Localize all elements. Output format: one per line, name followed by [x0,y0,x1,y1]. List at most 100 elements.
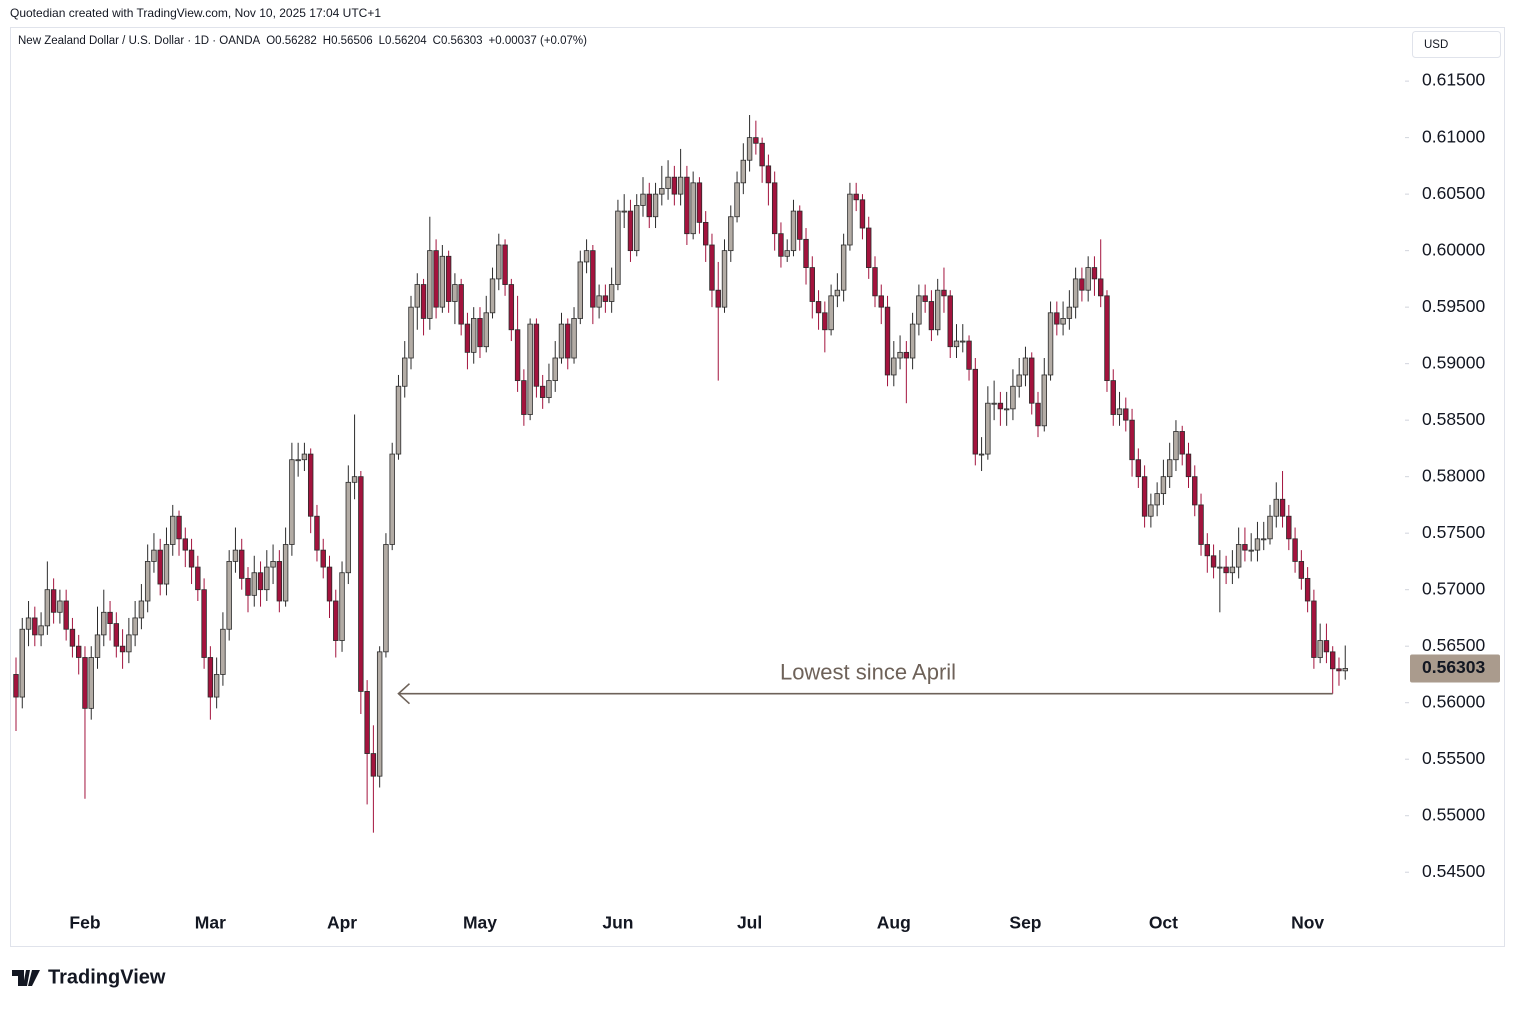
brand-logo: TradingView [12,966,166,988]
candle-body [433,250,439,308]
candle-body [326,566,333,602]
candle-body [815,301,822,314]
candle-body [264,566,270,591]
candle-body [1279,498,1286,517]
logo-icon [12,970,40,986]
candle-body [63,600,69,630]
candle-body [922,295,928,302]
x-tick-label: Mar [195,913,226,933]
candle-body [1016,374,1022,387]
x-tick-label: Jun [602,913,633,933]
candle-body [88,657,94,709]
candle-body [1261,538,1267,541]
last-price-tag [1410,654,1500,683]
candle-body [1003,408,1010,411]
candle-body [439,255,446,308]
low-value: 0.56204 [385,35,427,47]
candle-body [909,323,916,359]
candle-body [358,476,364,692]
candle-body [420,284,427,319]
y-tick-label: 0.58500 [1422,409,1486,429]
candle-body [1123,408,1129,421]
candle-body [565,323,571,359]
candle-body [1217,566,1223,569]
candle-body [985,402,991,455]
candle-body [195,566,201,591]
candle-body [608,284,615,302]
candle-body [157,549,163,585]
candle-body [928,301,935,331]
candle-body [508,284,515,331]
candle-body [1286,515,1292,540]
candle-body [1267,515,1273,540]
candle-body [1110,380,1116,415]
candle-body [76,645,82,658]
y-tick-label: 0.59000 [1422,352,1486,372]
candle-body [32,617,38,636]
currency-button[interactable] [1412,31,1501,58]
candle-body [176,515,182,540]
candle-body [119,645,126,653]
candle-body [301,453,308,461]
y-tick-label: 0.55000 [1422,804,1486,824]
candle-body [408,306,414,359]
candle-body [1085,267,1091,291]
candle-body [144,561,151,602]
candle-body [571,318,577,359]
candle-body [1054,312,1060,325]
candle-body [822,312,828,331]
candle-body [746,137,753,161]
candle-body [445,255,452,302]
candle-body [828,295,834,331]
candle-body [627,210,634,252]
candle-body [333,600,339,641]
candle-body [809,267,815,302]
candle-body [797,210,803,240]
candle-body [853,193,859,201]
candle-body [997,402,1004,410]
candle-body [1330,651,1336,670]
candle-body [533,323,540,387]
candle-body [941,289,947,297]
candle-body [1166,459,1173,478]
candle-body [539,385,546,398]
chart-frame [10,27,1505,947]
candle-body [1229,566,1236,574]
candle-body [1254,538,1261,551]
candle-body [590,250,596,308]
y-tick-label: 0.54500 [1422,861,1486,881]
candle-body [872,267,878,297]
x-tick-label: Nov [1291,913,1324,933]
candle-body [684,176,690,235]
candle-body [527,323,533,415]
candle-body [903,351,910,359]
candle-body [721,250,728,308]
candle-body [1223,566,1229,574]
candle-body [771,182,778,235]
candle-body [558,323,565,359]
change: +0.00037 (+0.07%) [489,35,588,47]
candle-body [602,295,609,302]
candle-body [1204,544,1210,557]
candle-body [1104,295,1110,382]
candle-body [376,651,383,777]
candle-body [50,589,57,613]
candle-body [1066,306,1073,319]
candle-body [13,674,19,698]
y-tick-label: 0.60500 [1422,183,1486,203]
symbol-header: New Zealand Dollar / U.S. Dollar · 1D · … [18,35,587,47]
candle-body [126,634,132,653]
candle-body [577,261,583,319]
candle-body [94,634,101,658]
candle-body [25,617,32,630]
candle-body [728,216,734,252]
candle-body [552,357,558,382]
candle-body [740,159,747,184]
candle-body [546,380,552,398]
high-label: H [323,35,331,47]
candle-body [1342,668,1348,672]
close-value: 0.56303 [441,35,483,47]
candle-body [1035,402,1041,427]
